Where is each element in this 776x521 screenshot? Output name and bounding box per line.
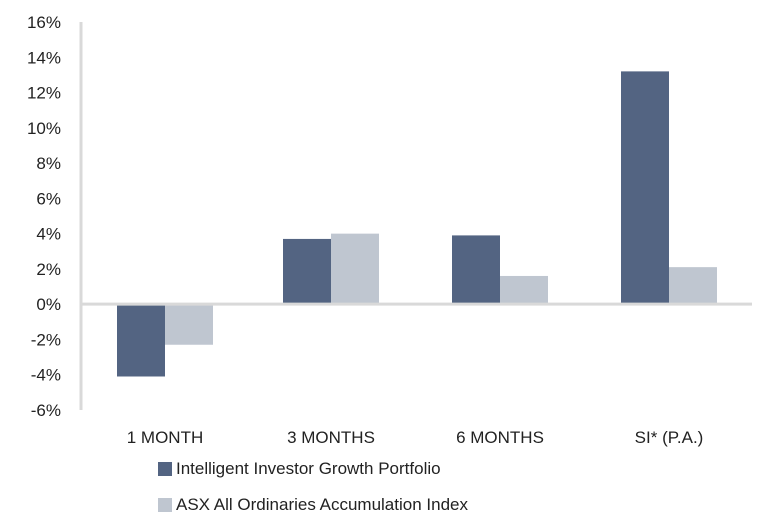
y-tick-label: 0% [36,295,61,314]
bars [117,71,717,377]
bar-chart: 16% 14% 12% 10% 8% 6% 4% 2% 0% -2% -4% -6% 1 MONTH 3… [27,13,752,447]
y-axis-tick-labels: 16% 14% 12% 10% 8% 6% 4% 2% 0% -2% -4% -6% [27,13,61,420]
legend-label-portfolio: Intelligent Investor Growth Portfolio [176,459,441,478]
bar-index [669,267,717,305]
y-tick-label: 10% [27,119,61,138]
bar-portfolio [621,71,669,305]
bar-portfolio [117,304,165,377]
y-tick-label: 16% [27,13,61,32]
bar-index [165,304,213,345]
legend-label-index: ASX All Ordinaries Accumulation Index [176,495,468,514]
bar-portfolio [452,235,500,305]
legend-item-portfolio: Intelligent Investor Growth Portfolio [158,459,441,479]
legend-swatch-portfolio [158,462,172,476]
bar-portfolio [283,238,331,305]
legend-item-index: ASX All Ordinaries Accumulation Index [158,495,468,515]
y-tick-label: 2% [36,260,61,279]
y-tick-label: 14% [27,48,61,67]
y-tick-label: 8% [36,154,61,173]
x-category-label: 1 MONTH [127,428,204,447]
x-category-label: 6 MONTHS [456,428,544,447]
y-tick-label: 12% [27,84,61,103]
x-axis-category-labels: 1 MONTH 3 MONTHS 6 MONTHS SI* (P.A.) [127,428,704,447]
x-category-label: 3 MONTHS [287,428,375,447]
bar-index [500,275,548,305]
bar-index [331,233,379,305]
x-category-label: SI* (P.A.) [635,428,704,447]
y-tick-label: 6% [36,189,61,208]
y-tick-label: -6% [31,401,61,420]
y-tick-label: -2% [31,330,61,349]
y-tick-label: -4% [31,366,61,385]
y-tick-label: 4% [36,225,61,244]
legend-swatch-index [158,498,172,512]
